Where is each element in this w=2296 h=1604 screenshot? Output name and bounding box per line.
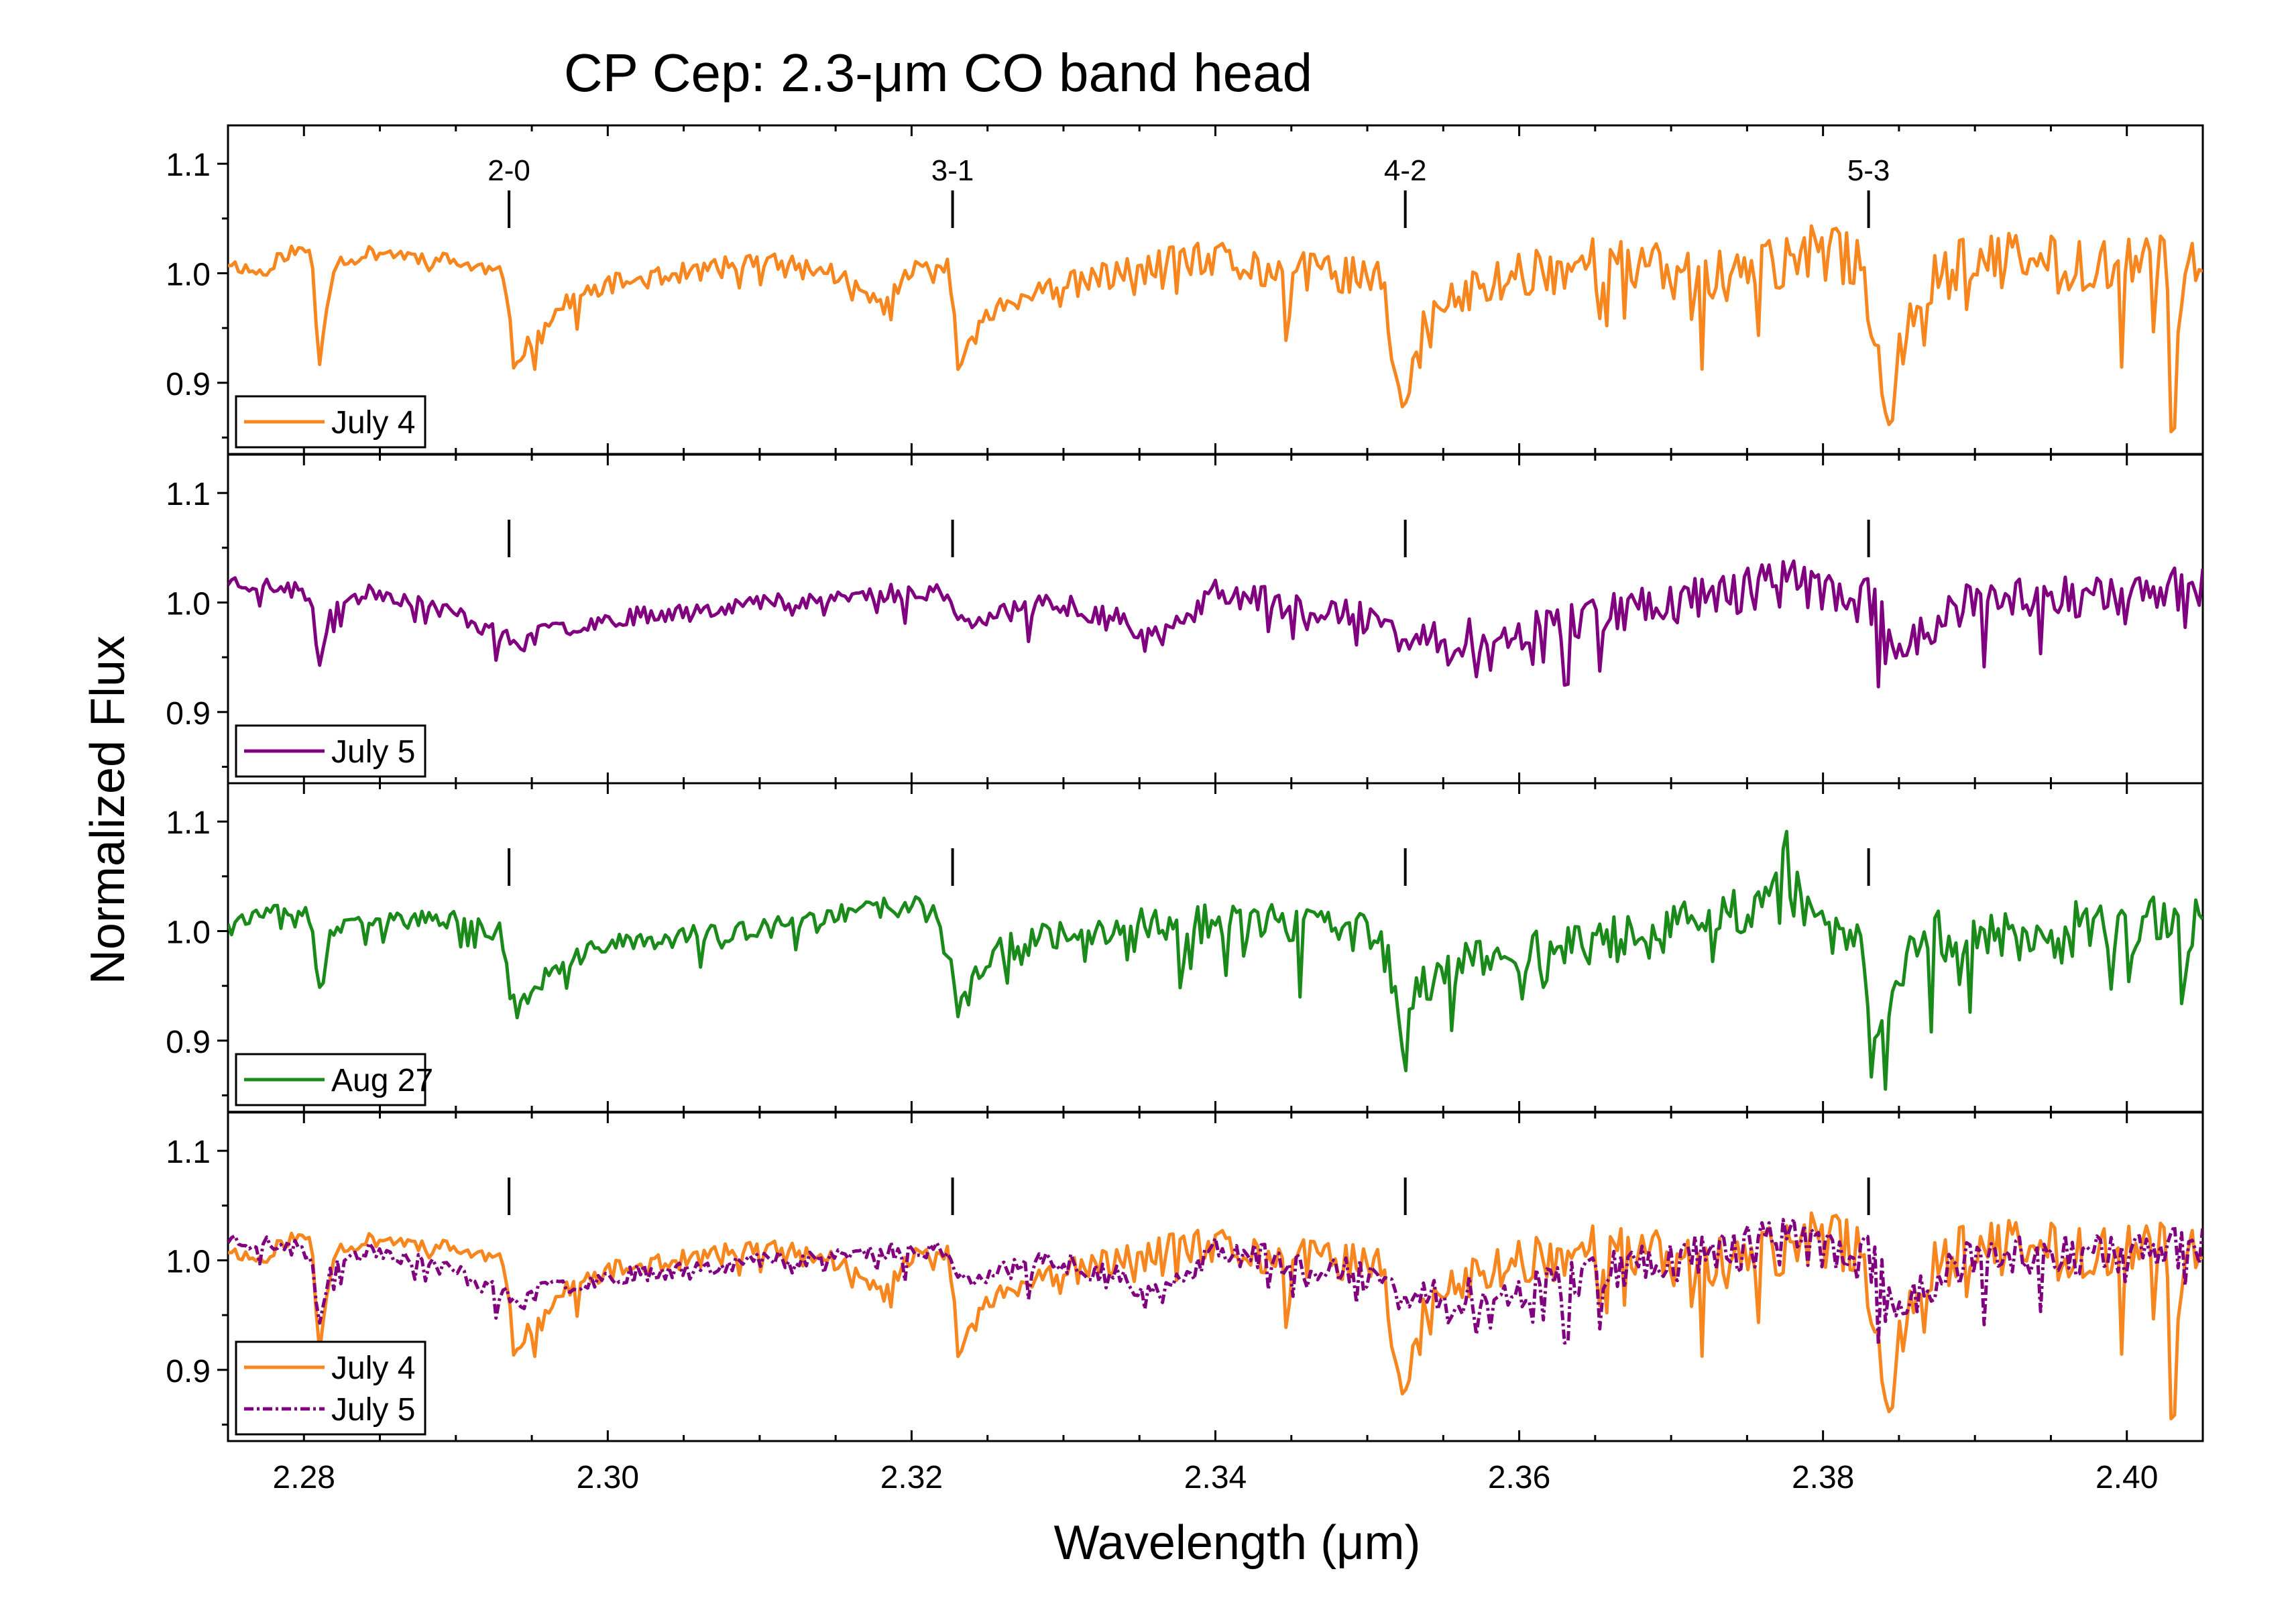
series-line-july-4 bbox=[228, 1211, 2203, 1421]
series-line-july-5 bbox=[228, 1217, 2203, 1347]
x-tick-label: 2.38 bbox=[1792, 1460, 1854, 1495]
y-tick-label: 1.1 bbox=[166, 1135, 211, 1170]
legend: July 4 July 5 bbox=[235, 1340, 426, 1436]
y-tick-label: 1.1 bbox=[166, 477, 211, 512]
series-line-july-5 bbox=[228, 559, 2203, 689]
chart-title: CP Cep: 2.3-μm CO band head bbox=[564, 43, 1312, 103]
y-tick-label: 1.0 bbox=[166, 1245, 211, 1280]
panel-1: 0.9 1.0 1.1 2-0 3-1 4-2 5-3 July 4 bbox=[166, 124, 2204, 455]
panel-4: 0.9 1.0 1.1 July 4 July 5 2.28 2.30 2.32 2.34 2.3… bbox=[166, 1111, 2204, 1495]
y-tick-label: 1.1 bbox=[166, 805, 211, 841]
series-group bbox=[228, 829, 2203, 1091]
series-line-july-4 bbox=[228, 224, 2203, 434]
y-tick-label: 1.1 bbox=[166, 148, 211, 183]
legend: Aug 27 bbox=[235, 1053, 433, 1106]
y-tick-label: 0.9 bbox=[166, 367, 211, 402]
band-head-label: 4-2 bbox=[1384, 154, 1427, 187]
legend: July 4 bbox=[235, 395, 426, 449]
legend-label: Aug 27 bbox=[331, 1063, 433, 1098]
series-group bbox=[228, 559, 2203, 689]
series-line-aug-27 bbox=[228, 829, 2203, 1091]
panel-2: 0.9 1.0 1.1 July 5 bbox=[166, 453, 2204, 785]
x-tick-label: 2.32 bbox=[880, 1460, 943, 1495]
legend-label: July 4 bbox=[331, 405, 415, 441]
legend-label: July 5 bbox=[331, 734, 415, 770]
y-tick-label: 0.9 bbox=[166, 1025, 211, 1060]
legend-label: July 5 bbox=[331, 1392, 415, 1428]
series-group bbox=[228, 224, 2203, 434]
panels: 0.9 1.0 1.1 2-0 3-1 4-2 5-3 July 4 0.9 1.0 1.1 July… bbox=[166, 124, 2204, 1495]
x-axis-label: Wavelength (μm) bbox=[1054, 1516, 1421, 1570]
series-group bbox=[228, 1211, 2203, 1421]
x-tick-label: 2.30 bbox=[577, 1460, 639, 1495]
x-tick-label: 2.40 bbox=[2096, 1460, 2158, 1495]
y-tick-label: 1.0 bbox=[166, 257, 211, 293]
x-tick-label: 2.36 bbox=[1488, 1460, 1550, 1495]
legend-label: July 4 bbox=[331, 1351, 415, 1386]
x-tick-label: 2.28 bbox=[273, 1460, 335, 1495]
x-tick-label: 2.34 bbox=[1184, 1460, 1247, 1495]
legend-box bbox=[235, 1340, 426, 1436]
band-head-label: 3-1 bbox=[931, 154, 974, 187]
y-tick-label: 1.0 bbox=[166, 587, 211, 622]
y-tick-label: 0.9 bbox=[166, 1354, 211, 1389]
legend: July 5 bbox=[235, 724, 426, 778]
y-tick-label: 1.0 bbox=[166, 915, 211, 951]
band-head-label: 5-3 bbox=[1847, 154, 1890, 187]
band-head-label: 2-0 bbox=[487, 154, 530, 187]
y-axis-label: Normalized Flux bbox=[81, 636, 135, 984]
y-tick-label: 0.9 bbox=[166, 696, 211, 732]
